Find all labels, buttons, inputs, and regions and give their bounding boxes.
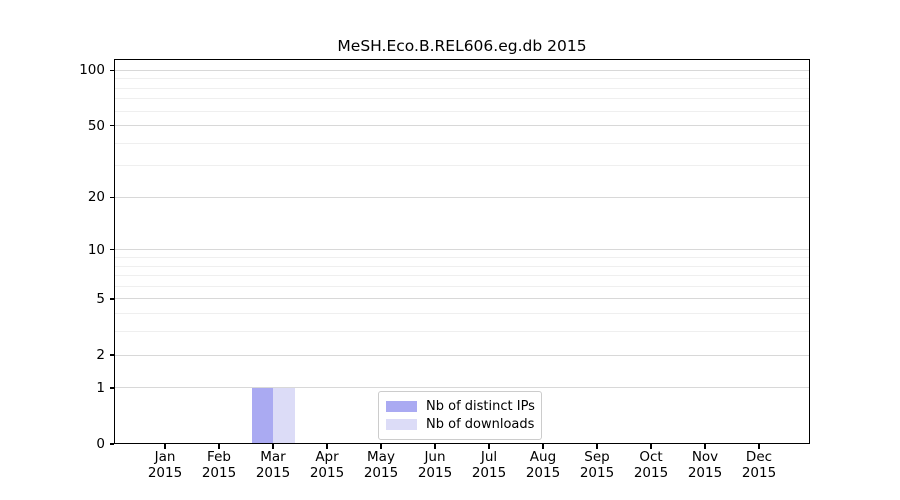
x-axis-tick-label: Aug 2015: [525, 449, 561, 481]
y-gridline-minor: [114, 165, 810, 167]
y-gridline-major: [114, 196, 810, 198]
x-tick-month: May: [367, 449, 395, 465]
x-tick-year: 2015: [471, 464, 507, 481]
x-tick-month: Apr: [315, 449, 339, 465]
y-axis-tick: [109, 298, 114, 300]
x-axis-tick-label: Dec 2015: [741, 449, 777, 481]
y-axis-tick: [109, 249, 114, 251]
x-tick-month: Jun: [424, 449, 446, 465]
bar-nb-of-distinct-ips-mar: [251, 387, 273, 444]
x-axis-tick-label: Feb 2015: [201, 449, 237, 481]
x-tick-year: 2015: [687, 464, 723, 481]
x-tick-year: 2015: [741, 464, 777, 481]
x-axis-tick: [650, 444, 652, 449]
y-axis-tick-label: 20: [87, 189, 105, 206]
y-axis-tick-label: 0: [96, 436, 105, 452]
y-gridline-major: [114, 125, 810, 127]
x-axis-tick-label: Sep 2015: [579, 449, 615, 481]
y-gridline-major: [114, 298, 810, 300]
y-gridline-minor: [114, 275, 810, 277]
y-axis-tick-label: 1: [96, 379, 105, 396]
x-axis-tick: [758, 444, 760, 449]
x-tick-year: 2015: [417, 464, 453, 481]
plot-area: [114, 59, 810, 444]
y-axis-tick-label: 50: [87, 117, 105, 134]
x-tick-month: Jan: [154, 449, 176, 465]
legend-item-downloads: Nb of downloads: [386, 416, 534, 433]
y-gridline-major: [114, 387, 810, 389]
y-gridline-major: [114, 249, 810, 251]
x-axis-tick: [704, 444, 706, 449]
legend-swatch-downloads: [386, 419, 417, 430]
x-tick-month: Mar: [260, 449, 286, 465]
legend-label-downloads: Nb of downloads: [426, 417, 535, 432]
chart-title: MeSH.Eco.B.REL606.eg.db 2015: [337, 37, 587, 55]
legend-swatch-distinct-ips: [386, 401, 417, 412]
x-tick-month: Dec: [745, 449, 773, 465]
y-axis-tick: [109, 196, 114, 199]
y-axis-tick: [109, 354, 114, 356]
x-axis-tick-label: Oct 2015: [633, 449, 669, 481]
y-gridline-minor: [114, 87, 810, 89]
y-axis-tick-label: 10: [87, 241, 105, 258]
x-tick-year: 2015: [363, 464, 399, 481]
x-axis-tick: [272, 444, 274, 449]
x-tick-month: Jul: [480, 449, 498, 465]
x-tick-year: 2015: [255, 464, 291, 481]
x-axis-tick: [542, 444, 544, 449]
bar-nb-of-downloads-mar: [273, 387, 295, 444]
x-axis-tick: [164, 444, 166, 449]
y-gridline-minor: [114, 285, 810, 287]
x-tick-year: 2015: [201, 464, 237, 481]
x-axis-tick: [434, 444, 436, 449]
y-gridline-minor: [114, 257, 810, 258]
x-tick-year: 2015: [309, 464, 345, 481]
legend-label-distinct-ips: Nb of distinct IPs: [426, 399, 535, 414]
x-tick-month: Sep: [584, 449, 610, 465]
x-tick-month: Feb: [207, 449, 231, 465]
y-gridline-minor: [114, 98, 810, 100]
x-axis-tick-label: Jun 2015: [417, 449, 453, 481]
x-axis-tick-label: Apr 2015: [309, 449, 345, 481]
y-axis-tick-label: 100: [79, 62, 105, 79]
y-axis-tick: [109, 443, 114, 445]
x-axis-tick-label: Nov 2015: [687, 449, 723, 481]
x-tick-month: Oct: [639, 449, 663, 465]
x-axis-tick: [380, 444, 382, 449]
legend-item-distinct-ips: Nb of distinct IPs: [386, 398, 535, 415]
x-tick-year: 2015: [579, 464, 615, 481]
legend: Nb of distinct IPs Nb of downloads: [378, 391, 542, 440]
y-axis-tick: [109, 69, 114, 71]
x-axis-tick: [326, 444, 328, 449]
x-axis-tick: [488, 444, 490, 449]
y-axis-tick-label: 5: [96, 290, 105, 307]
x-tick-year: 2015: [633, 464, 669, 481]
y-gridline-minor: [114, 331, 810, 333]
y-gridline-minor: [114, 265, 810, 267]
y-axis-tick: [109, 387, 114, 389]
y-gridline-major: [114, 354, 810, 356]
y-axis-tick-label: 2: [96, 347, 105, 364]
x-tick-month: Nov: [691, 449, 719, 465]
x-tick-month: Aug: [529, 449, 557, 465]
x-axis-tick-label: Jan 2015: [147, 449, 183, 481]
y-gridline-minor: [114, 78, 810, 80]
y-gridline-minor: [114, 313, 810, 315]
x-axis-tick: [218, 444, 220, 449]
y-axis-tick: [109, 124, 114, 127]
x-tick-year: 2015: [147, 464, 183, 481]
y-gridline-minor: [114, 142, 810, 144]
y-gridline-major: [114, 69, 810, 71]
x-axis-tick-label: May 2015: [363, 449, 399, 481]
x-axis-tick-label: Mar 2015: [255, 449, 291, 481]
x-axis-tick-label: Jul 2015: [471, 449, 507, 481]
x-axis-tick: [596, 444, 598, 449]
x-tick-year: 2015: [525, 464, 561, 481]
y-gridline-minor: [114, 110, 810, 112]
